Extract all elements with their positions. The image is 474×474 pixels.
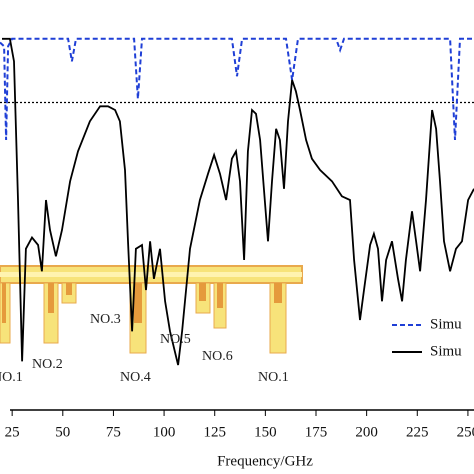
x-tick-label: 175 <box>305 424 328 440</box>
x-tick-label: 125 <box>203 424 226 440</box>
x-tick-label: 225 <box>406 424 429 440</box>
x-tick-label: 75 <box>106 424 121 440</box>
x-tick-label: 150 <box>254 424 277 440</box>
structure-inset <box>0 265 303 354</box>
x-tick-label: 100 <box>153 424 176 440</box>
legend-label: Simu <box>430 316 462 332</box>
structure-label: NO.6 <box>202 349 233 364</box>
x-tick-label: 200 <box>355 424 378 440</box>
structure-label: NO.3 <box>90 312 121 327</box>
x-axis-label: Frequency/GHz <box>217 453 313 469</box>
x-tick-label: 250 <box>457 424 474 440</box>
structure-label: NO.2 <box>32 357 63 372</box>
series-line <box>2 37 474 366</box>
legend-label: Simu <box>430 343 462 359</box>
structure-label: NO.1 <box>258 370 289 385</box>
series-line <box>0 37 474 141</box>
structure-label: NO.1 <box>0 370 23 385</box>
x-tick-label: 50 <box>55 424 70 440</box>
x-tick-label: 25 <box>5 424 20 440</box>
structure-label: NO.5 <box>160 332 191 347</box>
structure-label: NO.4 <box>120 370 151 385</box>
